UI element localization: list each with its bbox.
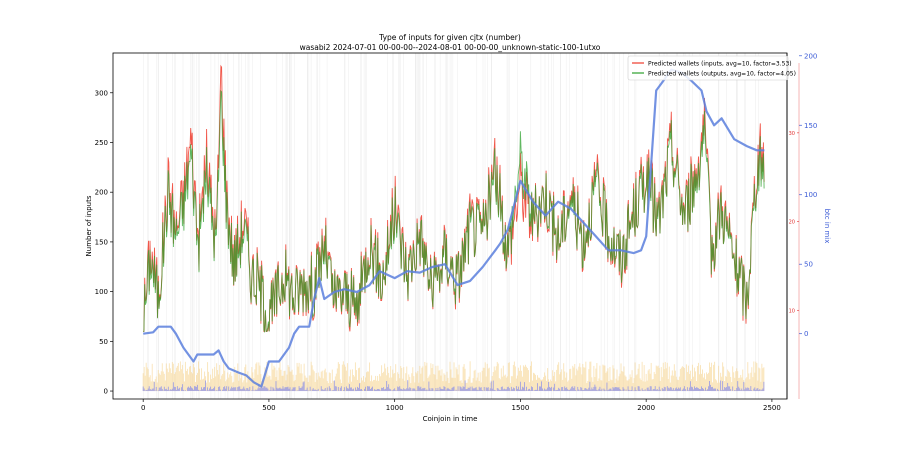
- y3-tick-label: 10: [789, 308, 795, 314]
- x-tick-label: 1500: [512, 404, 530, 412]
- y-tick-label: 0: [104, 388, 108, 396]
- series-outputs-line: [143, 89, 765, 334]
- y3-tick-label: 30: [789, 131, 795, 137]
- y-axis-label: Number of inputs: [85, 195, 93, 256]
- y3-tick-label: 20: [789, 220, 795, 226]
- y-tick-label: 150: [95, 238, 108, 246]
- y-tick-label: 50: [99, 338, 108, 346]
- legend-box: [627, 55, 789, 81]
- chart-subtitle: wasabi2 2024-07-01 00-00-00--2024-08-01 …: [299, 43, 601, 52]
- y-tick-label: 250: [95, 139, 108, 147]
- x-tick-label: 1000: [386, 404, 404, 412]
- y2-axis-label: btc in mix: [823, 209, 831, 244]
- y2-tick-label: 0: [804, 330, 808, 338]
- y2-tick-label: 50: [804, 261, 813, 269]
- x-tick-label: 2000: [637, 404, 655, 412]
- x-tick-label: 0: [141, 404, 145, 412]
- x-tick-label: 500: [262, 404, 275, 412]
- y2-tick-label: 200: [804, 52, 817, 60]
- y2-tick-label: 100: [804, 191, 817, 199]
- legend-label: Predicted wallets (outputs, avg=10, fact…: [648, 70, 796, 77]
- x-tick-label: 2500: [763, 404, 781, 412]
- chart-title: Type of inputs for given cjtx (number): [379, 33, 521, 42]
- series-btc-line: [143, 68, 765, 388]
- series-inputs-line: [143, 64, 765, 332]
- y-tick-label: 200: [95, 189, 108, 197]
- y2-tick-label: 150: [804, 122, 817, 130]
- legend-label: Predicted wallets (inputs, avg=10, facto…: [648, 60, 792, 67]
- x-axis-label: Coinjoin in time: [423, 415, 478, 423]
- y-tick-label: 100: [95, 288, 108, 296]
- y-tick-label: 300: [95, 89, 108, 97]
